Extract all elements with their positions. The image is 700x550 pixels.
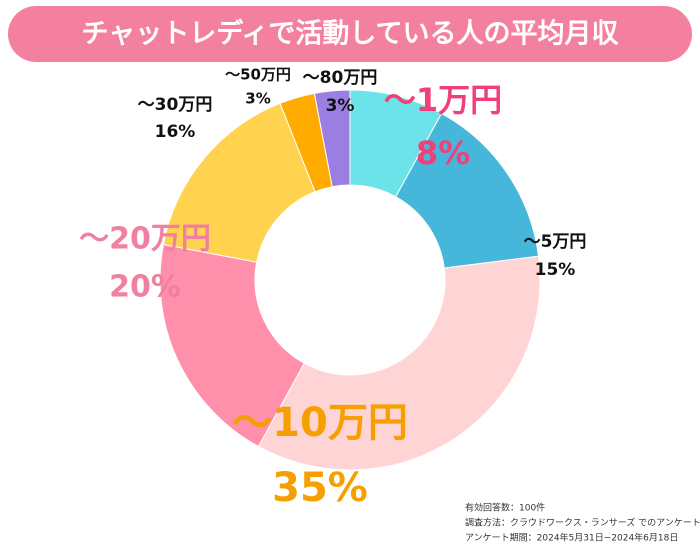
slice xyxy=(159,243,305,448)
value-label: 16% xyxy=(155,122,196,142)
category-label: ～10万円 xyxy=(232,400,408,446)
category-label: ～30万円 xyxy=(138,95,213,115)
slice xyxy=(257,255,541,471)
donut xyxy=(159,89,541,471)
value-label: 20% xyxy=(109,270,181,305)
category-label: ～50万円 xyxy=(225,66,291,84)
slice xyxy=(162,102,316,263)
value-label: 3% xyxy=(245,90,270,108)
value-label: 3% xyxy=(326,96,355,116)
note: 調査方法：クラウドワークス・ランサーズ でのアンケート xyxy=(465,517,700,529)
note: 有効回答数：100件 xyxy=(465,502,545,514)
value-label: 15% xyxy=(535,260,576,280)
category-label: ～20万円 xyxy=(79,222,211,257)
chart-title: チャットレディで活動している人の平均月収 xyxy=(81,18,619,50)
category-label: ～80万円 xyxy=(303,68,378,88)
value-label: 35% xyxy=(272,465,368,511)
labels: ～1万円 8% ～5万円 15% ～10万円 35% ～20万円 20% ～30万円 16% ～50… xyxy=(79,66,586,512)
slice xyxy=(313,89,351,188)
category-label: ～5万円 xyxy=(524,232,587,252)
value-label: 8% xyxy=(416,134,470,172)
category-label: ～1万円 xyxy=(384,81,502,119)
title-banner xyxy=(8,6,692,62)
note: アンケート期間：2024年5月31日−2024年6月18日 xyxy=(465,532,678,544)
